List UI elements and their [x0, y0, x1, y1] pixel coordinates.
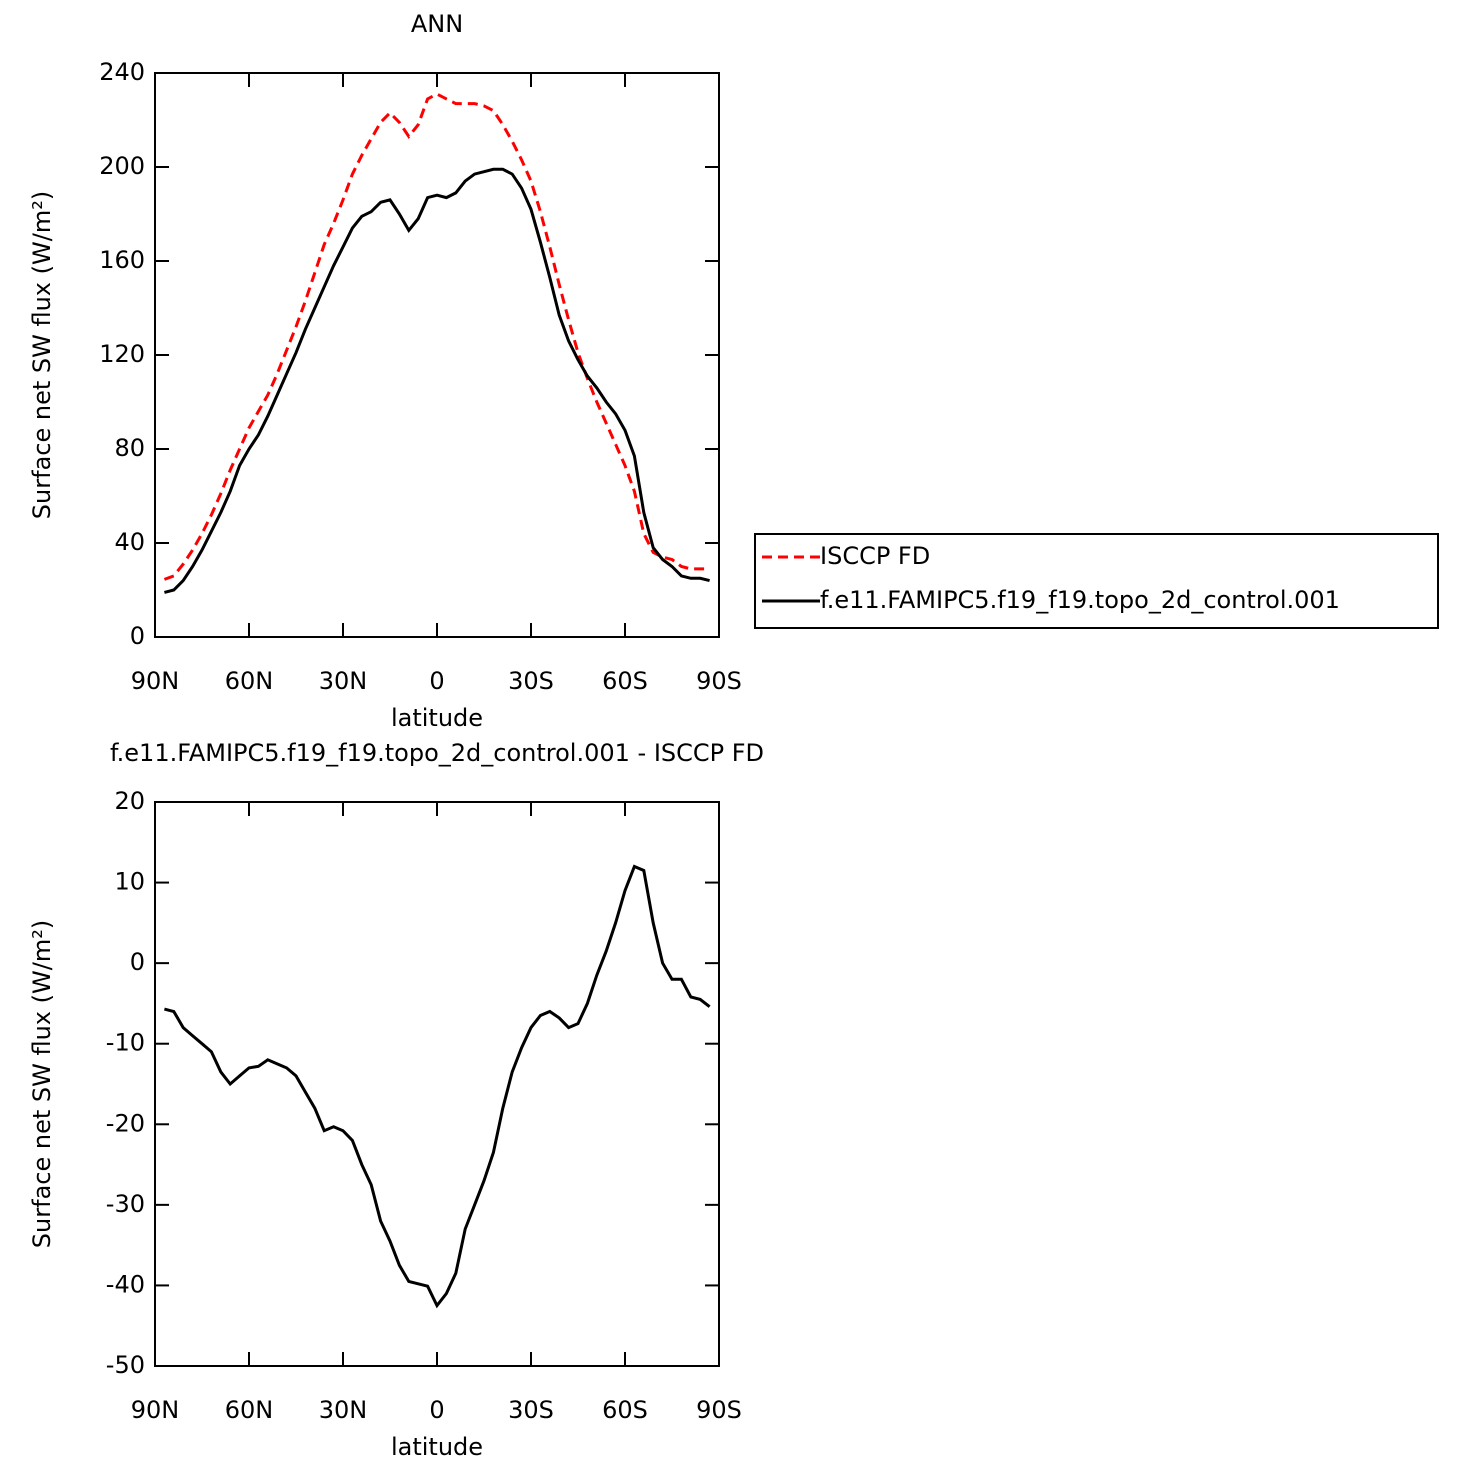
- legend-box: [754, 533, 1439, 629]
- data-line: [164, 167, 710, 594]
- y-tick-label: -40: [106, 1270, 145, 1298]
- y-tick-label: -50: [106, 1351, 145, 1379]
- plot-frame: [154, 801, 720, 1367]
- legend-label: ISCCP FD: [820, 542, 930, 570]
- x-tick-label: 60S: [602, 667, 648, 695]
- y-tick-label: 10: [114, 868, 145, 896]
- chart-title: f.e11.FAMIPC5.f19_f19.topo_2d_control.00…: [110, 739, 764, 767]
- y-tick-label: 200: [99, 152, 145, 180]
- y-tick-label: 120: [99, 340, 145, 368]
- y-tick-label: 40: [114, 528, 145, 556]
- y-tick-label: -20: [106, 1109, 145, 1137]
- data-line: [164, 864, 711, 1309]
- y-axis-label: Surface net SW flux (W/m²): [28, 920, 56, 1248]
- x-axis-label: latitude: [391, 704, 483, 732]
- y-tick-label: 160: [99, 246, 145, 274]
- y-axis-label: Surface net SW flux (W/m²): [28, 191, 56, 519]
- y-tick-label: 20: [114, 787, 145, 815]
- data-line: [163, 92, 710, 581]
- x-tick-label: 30S: [508, 667, 554, 695]
- x-tick-label: 90N: [131, 667, 180, 695]
- x-tick-label: 0: [429, 1396, 444, 1424]
- x-tick-label: 60S: [602, 1396, 648, 1424]
- x-tick-label: 30N: [319, 667, 368, 695]
- x-tick-label: 60N: [225, 667, 274, 695]
- x-tick-label: 60N: [225, 1396, 274, 1424]
- y-tick-label: -10: [106, 1029, 145, 1057]
- y-tick-label: -30: [106, 1190, 145, 1218]
- y-tick-label: 0: [130, 948, 145, 976]
- x-tick-label: 30S: [508, 1396, 554, 1424]
- x-tick-label: 90S: [696, 667, 742, 695]
- x-tick-label: 90N: [131, 1396, 180, 1424]
- legend-label: f.e11.FAMIPC5.f19_f19.topo_2d_control.00…: [820, 586, 1340, 614]
- plot-frame: [154, 72, 720, 638]
- x-axis-label: latitude: [391, 1433, 483, 1461]
- y-tick-label: 80: [114, 434, 145, 462]
- chart-title: ANN: [411, 10, 463, 38]
- x-tick-label: 0: [429, 667, 444, 695]
- x-tick-label: 90S: [696, 1396, 742, 1424]
- x-tick-label: 30N: [319, 1396, 368, 1424]
- y-tick-label: 0: [130, 622, 145, 650]
- y-tick-label: 240: [99, 58, 145, 86]
